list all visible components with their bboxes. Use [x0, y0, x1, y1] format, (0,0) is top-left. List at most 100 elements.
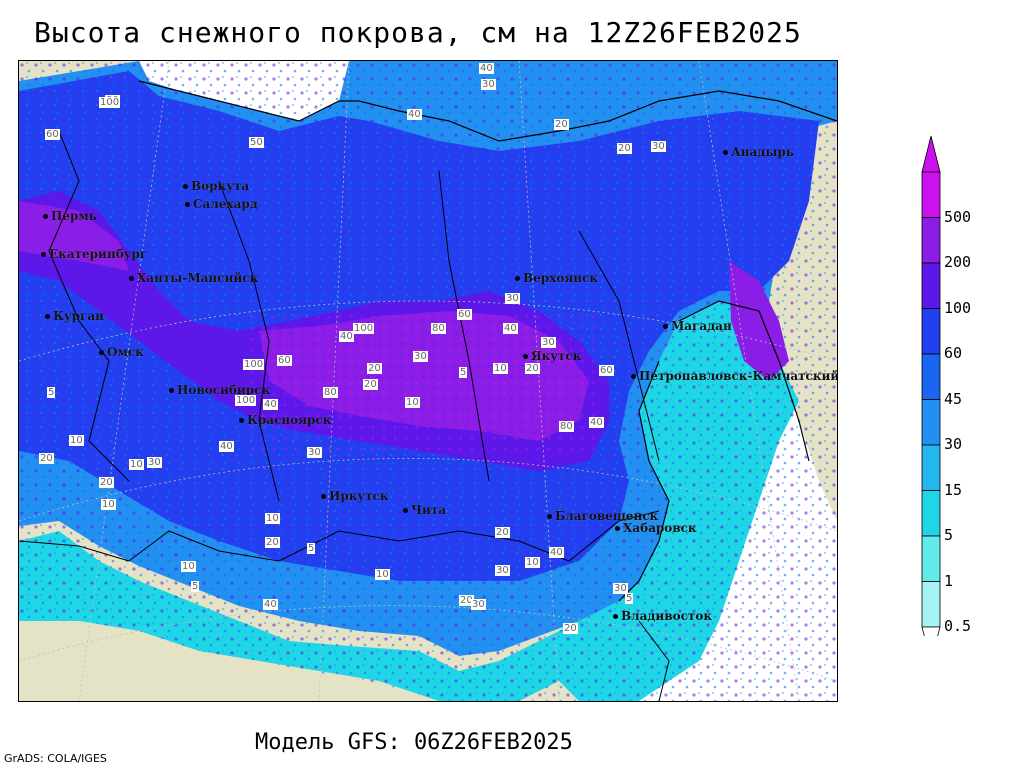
contour-label: 10: [129, 459, 144, 470]
city-vladivostok: Владивосток: [613, 609, 712, 623]
contour-label: 10: [525, 557, 540, 568]
city-magadan: Магадан: [663, 319, 732, 333]
city-irkutsk: Иркутск: [321, 489, 388, 503]
contour-label: 40: [503, 323, 518, 334]
grads-credit: GrADS: COLA/IGES: [4, 752, 107, 765]
contour-label: 5: [459, 367, 468, 378]
legend-level-label: 45: [944, 389, 963, 408]
legend-swatch: [921, 353, 941, 400]
contour-label: 30: [307, 447, 322, 458]
contour-label: 20: [367, 363, 382, 374]
city-salekhard: Салехард: [185, 197, 258, 211]
contour-label: 10: [405, 397, 420, 408]
city-kurgan: Курган: [45, 309, 104, 323]
legend-swatch: [921, 444, 941, 491]
legend-level-label: 30: [944, 435, 963, 453]
snow-depth-map: Анадырь Воркута Салехард Пермь Екатеринб…: [18, 60, 838, 702]
contour-label: 100: [353, 323, 375, 334]
legend-swatch: [921, 171, 941, 218]
contour-label: 60: [45, 129, 60, 140]
contour-label: 5: [191, 581, 200, 592]
legend-level-label: 500: [944, 207, 972, 226]
city-chita: Чита: [403, 503, 446, 517]
contour-label: 30: [147, 457, 162, 468]
city-petropavlovsk-kamchatsky: Петропавловск-Камчатский: [631, 369, 837, 383]
legend-swatch: [921, 308, 941, 355]
contour-label: 40: [407, 109, 422, 120]
contour-label: 40: [479, 63, 494, 74]
southern-bare-land: [19, 621, 439, 701]
map-title: Высота снежного покрова, см на 12Z26FEB2…: [34, 16, 802, 49]
contour-label: 20: [617, 143, 632, 154]
city-omsk: Омск: [99, 345, 144, 359]
contour-label: 20: [525, 363, 540, 374]
contour-label: 100: [235, 395, 257, 406]
contour-label: 30: [541, 337, 556, 348]
legend-level-label: 60: [944, 344, 963, 362]
contour-label: 10: [265, 513, 280, 524]
contour-label: 50: [249, 137, 264, 148]
coastline: [138, 80, 837, 602]
contour-label: 60: [599, 365, 614, 376]
legend-level-label: 1: [944, 571, 954, 590]
contour-label: 100: [99, 97, 121, 108]
contour-label: 80: [431, 323, 446, 334]
contour-label: 40: [589, 417, 604, 428]
contour-label: 5: [307, 543, 316, 554]
legend-top-arrow: [921, 135, 941, 173]
contour-label: 40: [263, 399, 278, 410]
legend-level-label: 15: [944, 480, 963, 499]
contour-label: 40: [219, 441, 234, 452]
city-krasnoyarsk: Красноярск: [239, 413, 331, 427]
legend-swatch: [921, 535, 941, 582]
legend-swatch: [921, 262, 941, 309]
contour-label: 10: [493, 363, 508, 374]
contour-label: 10: [69, 435, 84, 446]
contour-label: 20: [495, 527, 510, 538]
map-canvas: [19, 61, 837, 701]
contour-label: 30: [471, 599, 486, 610]
city-novosibirsk: Новосибирск: [169, 383, 270, 397]
model-footer: Модель GFS: 06Z26FEB2025: [255, 730, 573, 755]
contour-label: 80: [323, 387, 338, 398]
contour-label: 5: [625, 593, 634, 604]
legend-level-label: 200: [944, 253, 972, 271]
graticule: [19, 61, 837, 701]
contour-label: 30: [495, 565, 510, 576]
color-legend: 500 200 100 60 45 30 15 5 1 0.5: [920, 135, 1024, 663]
contour-label: 80: [559, 421, 574, 432]
contour-label: 20: [39, 453, 54, 464]
legend-level-label: 100: [944, 298, 972, 317]
contour-label: 40: [549, 547, 564, 558]
contour-label: 100: [243, 359, 265, 370]
contour-label: 60: [277, 355, 292, 366]
contour-label: 5: [47, 387, 56, 398]
kamchatka-deep-snow: [729, 261, 789, 381]
contour-label: 30: [413, 351, 428, 362]
legend-swatch: [921, 490, 941, 537]
legend-swatch: [921, 399, 941, 446]
city-khanty-mansiysk: Ханты-Мансийск: [129, 271, 258, 285]
city-yakutsk: Якутск: [523, 349, 581, 363]
city-yekaterinburg: Екатеринбург: [41, 247, 147, 261]
city-blagoveshchensk: Благовещенск: [547, 509, 658, 523]
contour-label: 30: [651, 141, 666, 152]
city-vorkuta: Воркута: [183, 179, 249, 193]
contour-label: 20: [363, 379, 378, 390]
contour-label: 10: [181, 561, 196, 572]
contour-label: 30: [613, 583, 628, 594]
city-perm: Пермь: [43, 209, 97, 223]
contour-label: 20: [554, 119, 569, 130]
city-khabarovsk: Хабаровск: [615, 521, 697, 535]
contour-label: 20: [99, 477, 114, 488]
contour-label: 10: [375, 569, 390, 580]
contour-label: 30: [481, 79, 496, 90]
contour-label: 10: [101, 499, 116, 510]
legend-level-label: 5: [944, 526, 954, 544]
contour-label: 40: [339, 331, 354, 342]
contour-label: 20: [265, 537, 280, 548]
legend-colorbar: [921, 135, 941, 663]
contour-label: 20: [563, 623, 578, 634]
legend-swatch: [921, 581, 941, 628]
deep-snow-texture: [249, 311, 599, 451]
